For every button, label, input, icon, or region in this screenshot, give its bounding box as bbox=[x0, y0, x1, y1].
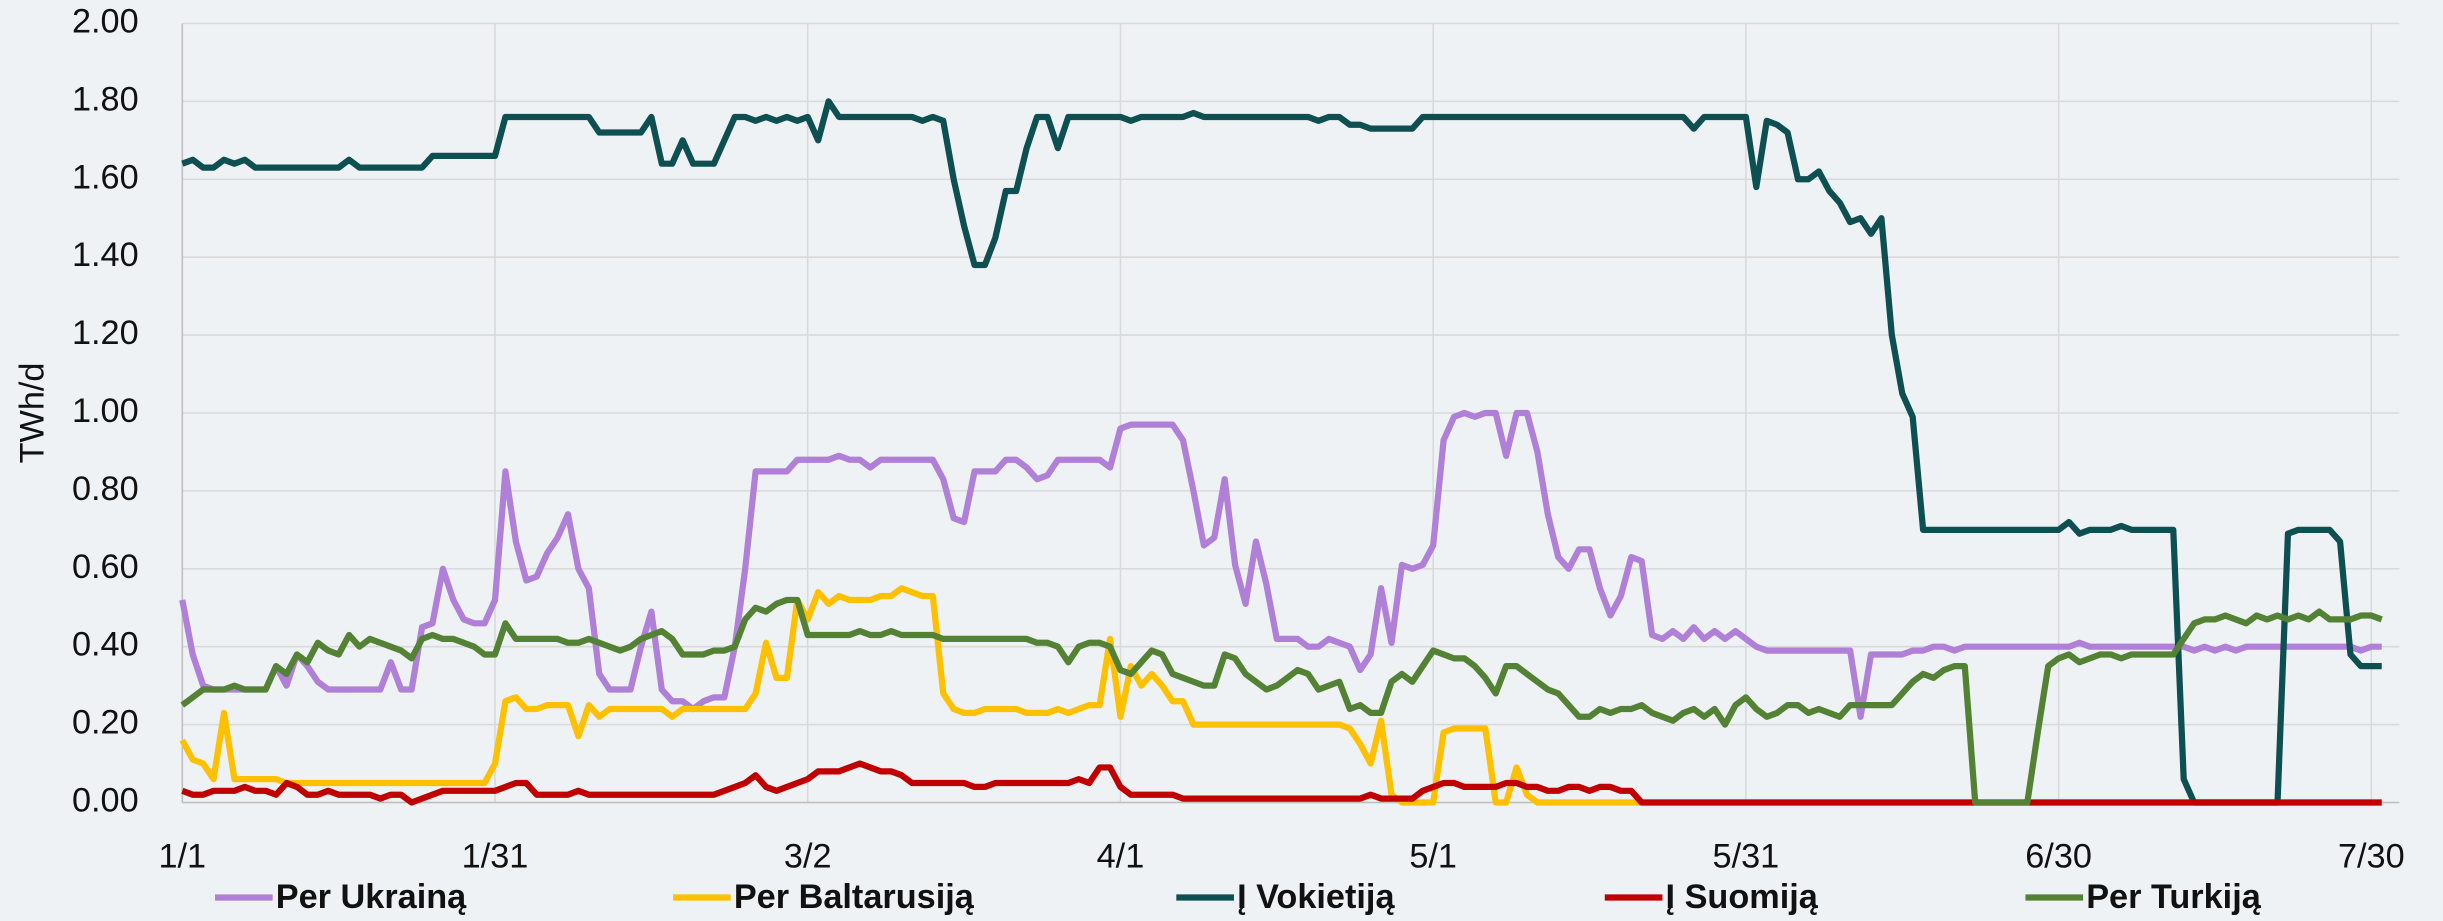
line-series bbox=[180, 596, 2383, 806]
legend-label: Per Baltarusiją bbox=[734, 878, 975, 916]
legend-label: Į Suomiją bbox=[1666, 878, 1819, 916]
legend: Per Ukrainą Per Baltarusiją Į Vokietiją Į S… bbox=[215, 878, 2262, 916]
x-tick-label: 4/1 bbox=[1097, 838, 1145, 876]
y-tick-label: 1.60 bbox=[72, 158, 139, 196]
x-tick-label: 5/1 bbox=[1409, 838, 1457, 876]
y-tick-label: 1.40 bbox=[72, 236, 139, 274]
x-tick-label: 6/30 bbox=[2025, 838, 2092, 876]
y-axis-title: TWh/d bbox=[13, 363, 51, 464]
x-tick-label: 5/31 bbox=[1713, 838, 1780, 876]
line-series bbox=[179, 409, 2382, 720]
legend-label: Į Vokietiją bbox=[1237, 878, 1395, 916]
y-tick-label: 1.00 bbox=[72, 392, 139, 430]
y-tick-label: 0.00 bbox=[72, 782, 139, 820]
y-tick-label: 0.40 bbox=[72, 626, 139, 664]
y-tick-label: 1.20 bbox=[72, 314, 139, 352]
x-tick-label: 3/2 bbox=[784, 838, 832, 876]
x-tick-label: 7/30 bbox=[2338, 838, 2405, 876]
y-tick-label: 0.60 bbox=[72, 548, 139, 586]
y-tick-label: 0.20 bbox=[72, 704, 139, 742]
legend-label: Per Turkiją bbox=[2086, 878, 2262, 916]
y-tick-label: 0.80 bbox=[72, 470, 139, 508]
x-tick-label: 1/31 bbox=[462, 838, 529, 876]
x-tick-label: 1/1 bbox=[158, 838, 206, 876]
y-tick-label: 1.80 bbox=[72, 80, 139, 118]
legend-label: Per Ukrainą bbox=[276, 878, 467, 916]
y-tick-label: 2.00 bbox=[72, 3, 139, 41]
line-series bbox=[181, 98, 2382, 806]
